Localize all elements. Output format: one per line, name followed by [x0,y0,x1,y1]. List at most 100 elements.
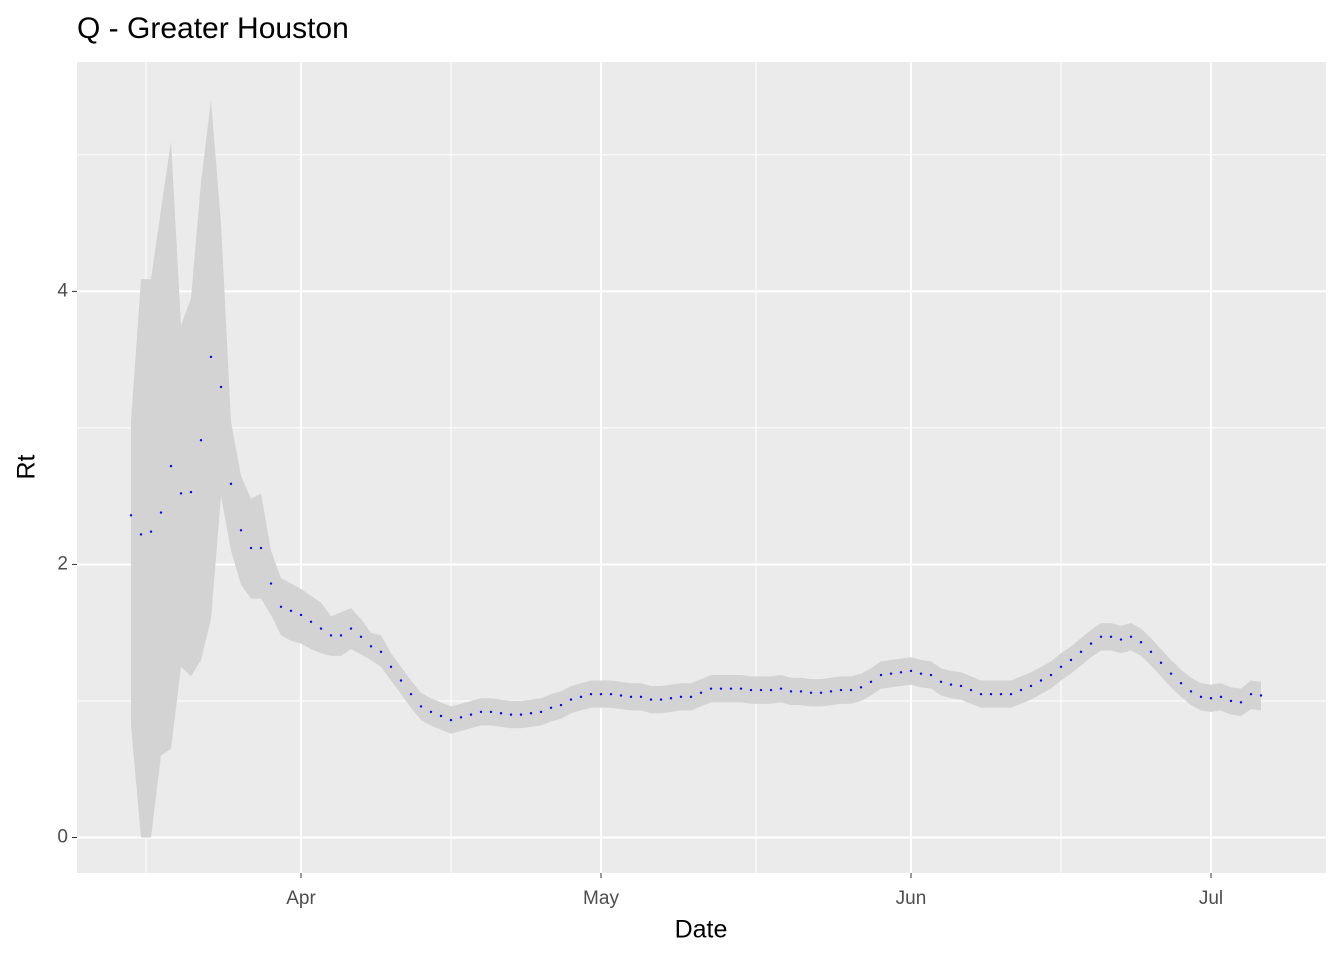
point [559,703,563,707]
point [599,692,603,696]
confidence-band [131,100,1261,838]
y-tick-label: 4 [57,280,68,301]
point [589,692,593,696]
point [1129,635,1133,638]
point [1139,641,1143,644]
point [219,385,223,389]
point [329,634,333,637]
point [1019,688,1023,692]
y-tick-label: 2 [57,553,68,574]
point [1239,701,1243,704]
point [509,713,513,716]
point [299,613,303,617]
point [469,713,473,716]
point [1119,638,1123,641]
point [289,609,293,613]
point [649,698,653,701]
plot-panel [77,62,1326,873]
chart-title: Q - Greater Houston [77,12,349,45]
point [439,714,443,718]
point [989,692,993,696]
point [259,546,263,550]
point [569,698,573,701]
point [129,514,133,517]
point [489,710,493,714]
point [409,692,413,696]
point [699,691,703,694]
point [759,688,763,692]
point [879,673,883,677]
point [479,710,483,714]
point [139,533,143,536]
point [899,671,903,674]
point [1169,672,1173,675]
point [859,686,863,689]
point [959,684,963,688]
point [1039,679,1043,682]
point [799,690,803,693]
point [269,582,273,585]
point [1009,692,1013,696]
point [969,688,973,692]
point [1229,699,1233,703]
point [609,692,613,696]
point [629,695,633,699]
point [449,718,453,722]
point [679,695,683,699]
point [529,712,533,715]
point [669,697,673,700]
point [369,645,373,648]
point [519,713,523,716]
point [1179,682,1183,685]
point [1069,658,1073,662]
point [1219,695,1223,699]
point [849,688,853,692]
point [939,680,943,684]
x-tick-label: Jul [1199,888,1223,909]
x-tick-label: May [583,888,619,909]
point [1159,661,1163,664]
point [659,698,663,701]
point [869,680,873,684]
point [1079,650,1083,654]
point [319,627,323,630]
point [1259,694,1263,697]
point [189,490,193,494]
point [549,706,553,709]
point [979,692,983,696]
point [279,605,283,608]
point [709,687,713,690]
point [309,620,313,623]
point [999,692,1003,696]
x-tick-label: Jun [896,888,927,909]
point [1149,650,1153,654]
point [1049,673,1053,677]
point [1029,684,1033,688]
point [209,355,213,359]
point [719,687,723,690]
point [199,438,203,442]
point [389,665,393,669]
point [579,695,583,699]
point [1249,692,1253,696]
point [169,464,173,468]
point [809,691,813,694]
x-axis-label: Date [675,916,728,944]
y-axis-label: Rt [13,454,41,479]
point [839,688,843,692]
point [229,482,233,486]
point [919,672,923,675]
point [1209,697,1213,700]
point [249,546,253,550]
point [1099,635,1103,638]
point [909,669,913,673]
point [779,687,783,690]
point [619,694,623,697]
y-tick-label: 0 [57,827,68,848]
point [1189,690,1193,693]
point [1089,642,1093,645]
point [339,634,343,637]
point [739,687,743,690]
point [639,695,643,699]
